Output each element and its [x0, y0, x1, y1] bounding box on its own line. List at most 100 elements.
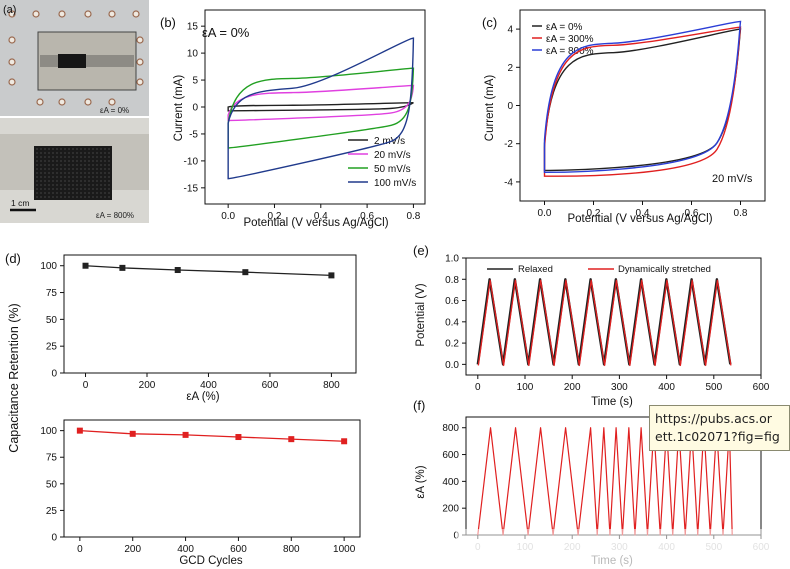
chart-e-xtick-label-4: 400 — [658, 382, 675, 393]
chart-e-ytick-label-4: 0.8 — [445, 275, 459, 286]
legend-label-50mvs: 50 mV/s — [374, 164, 411, 175]
chart-c-xtick-label-3: 0.6 — [685, 208, 699, 219]
chart-d-top-ytick-label-2: 50 — [46, 315, 58, 326]
chart-f-bottom-fade — [456, 529, 781, 553]
chart-b-ytick-label-2: -5 — [189, 129, 198, 140]
chart-e-xtick-label-0: 0 — [475, 382, 481, 393]
chart-d-bottom-plot-frame — [63, 419, 361, 538]
chart-d-bottom-point-5 — [341, 438, 348, 445]
legend-label-relaxed: Relaxed — [518, 264, 553, 275]
chart-d-bottom-xtick-label-0: 0 — [77, 544, 83, 555]
chart-b-xtick-label-2: 0.4 — [314, 211, 328, 222]
chart-e-xtick-label-3: 300 — [611, 382, 628, 393]
chart-d-bottom-xtick-label-4: 800 — [283, 544, 300, 555]
chart-e-xtick-label-5: 500 — [705, 382, 722, 393]
chart-d-bottom-ytick-label-2: 50 — [46, 479, 58, 490]
scale-bar-label: 1 cm — [11, 198, 29, 208]
chart-e-ytick-label-0: 0.0 — [445, 360, 459, 371]
chart-d-top-xtick-label-0: 0 — [83, 380, 89, 391]
chart-e-ytick-label-1: 0.2 — [445, 339, 459, 350]
chart-b-xtick-label-4: 0.8 — [406, 211, 420, 222]
chart-e-xlabel: Time (s) — [591, 396, 633, 408]
url-tooltip-line-1: https://pubs.acs.or — [655, 411, 772, 426]
chart-b-ytick-label-6: 15 — [187, 22, 199, 33]
legend-label-300pct: εA = 300% — [546, 34, 594, 45]
chart-d-top-ytick-label-1: 25 — [46, 342, 58, 353]
chart-d-top-xlabel: εA (%) — [186, 391, 219, 403]
photo-bottom: 1 cm εA = 800% — [0, 118, 149, 223]
panel-label-e: (e) — [413, 243, 429, 258]
chart-d-bottom-ytick-label-1: 25 — [46, 506, 58, 517]
chart-c-ytick-label-1: -2 — [504, 139, 513, 150]
chart-c-xlabel: Potential (V versus Ag/AgCl) — [567, 213, 712, 225]
chart-d-bottom-point-2 — [182, 431, 189, 438]
chart-f-ytick-label-2: 400 — [442, 477, 459, 488]
chart-b-xtick-label-3: 0.6 — [360, 211, 374, 222]
chart-d-top-ytick-label-3: 75 — [46, 288, 58, 299]
chart-d-top-point-2 — [174, 267, 181, 274]
chart-b-xtick-label-1: 0.2 — [268, 211, 282, 222]
chart-e-ytick-label-3: 0.6 — [445, 296, 459, 307]
chart-b-xtick-label-0: 0.0 — [221, 211, 235, 222]
url-tooltip: https://pubs.acs.or ett.1c02071?fig=fig — [649, 405, 790, 451]
chart-d-top-ytick-label-0: 0 — [51, 369, 57, 380]
chart-d-bottom-point-0 — [76, 427, 83, 434]
chart-d-bottom-point-1 — [129, 430, 136, 437]
chart-b-series-2mvs — [227, 101, 414, 112]
chart-c-xtick-label-0: 0.0 — [538, 208, 552, 219]
chart-e-ytick-label-5: 1.0 — [445, 254, 459, 265]
chart-d-bottom-point-3 — [235, 434, 242, 441]
chart-d-bottom-xtick-label-3: 600 — [230, 544, 247, 555]
chart-f-ylabel: εA (%) — [415, 465, 427, 498]
legend-label-20mvs: 20 mV/s — [374, 150, 411, 161]
chart-d-top-xtick-label-2: 400 — [200, 380, 217, 391]
chart-c-xtick-label-2: 0.4 — [636, 208, 650, 219]
legend-label-0pct: εA = 0% — [546, 22, 583, 33]
chart-d-top-point-3 — [242, 269, 249, 276]
chart-d-bottom-series-line — [79, 429, 345, 442]
chart-c-ytick-label-2: 0 — [507, 101, 513, 112]
chart-c-ytick-label-3: 2 — [507, 63, 513, 74]
panel-label-c: (c) — [482, 15, 497, 30]
chart-d-top-xtick-label-4: 800 — [323, 380, 340, 391]
chart-d-top-point-1 — [119, 264, 126, 271]
chart-b-ytick-label-4: 5 — [192, 76, 198, 87]
chart-d-bottom-xlabel: GCD Cycles — [179, 555, 243, 567]
chart-d-ylabel: Capacitance Retention (%) — [7, 303, 21, 452]
chart-e-legend: Relaxed Dynamically stretched — [487, 264, 711, 275]
chart-f-ytick-label-3: 600 — [442, 450, 459, 461]
chart-e-ylabel: Potential (V) — [415, 283, 427, 346]
chart-b-ylabel: Current (mA) — [173, 75, 185, 142]
chart-d-bottom-xtick-label-1: 200 — [124, 544, 141, 555]
chart-f-ytick-label-1: 200 — [442, 504, 459, 515]
chart-e-series-1 — [477, 279, 732, 367]
chart-e-ytick-label-2: 0.4 — [445, 317, 459, 328]
chart-d-top-point-0 — [82, 262, 89, 269]
url-tooltip-line-2: ett.1c02071?fig=fig — [655, 429, 780, 444]
chart-b-ytick-label-5: 10 — [187, 49, 199, 60]
chart-d-bottom-ytick-label-4: 100 — [40, 426, 57, 437]
chart-d-bottom-ytick-label-0: 0 — [51, 533, 57, 544]
chart-d-bottom-point-4 — [288, 436, 295, 443]
chart-d-top-xtick-label-1: 200 — [139, 380, 156, 391]
photo-bottom-caption: εA = 800% — [96, 211, 134, 220]
chart-d-top-ytick-label-4: 100 — [40, 261, 57, 272]
chart-c-xtick-label-1: 0.2 — [587, 208, 601, 219]
chart-d-bottom-xtick-label-5: 1000 — [333, 544, 356, 555]
photo-top: (a) εA = 0% — [0, 0, 149, 116]
chart-b-xlabel: Potential (V versus Ag/AgCl) — [243, 217, 388, 229]
legend-label-100mvs: 100 mV/s — [374, 178, 416, 189]
legend-label-stretched: Dynamically stretched — [618, 264, 711, 275]
chart-e-plot-frame — [465, 257, 762, 376]
chart-d-top-point-4 — [328, 272, 335, 279]
chart-e-xtick-label-1: 100 — [517, 382, 534, 393]
panel-label-a: (a) — [3, 4, 16, 16]
photo-top-caption: εA = 0% — [100, 106, 129, 115]
panel-label-b: (b) — [160, 15, 176, 30]
chart-c-ytick-label-0: -4 — [504, 177, 513, 188]
